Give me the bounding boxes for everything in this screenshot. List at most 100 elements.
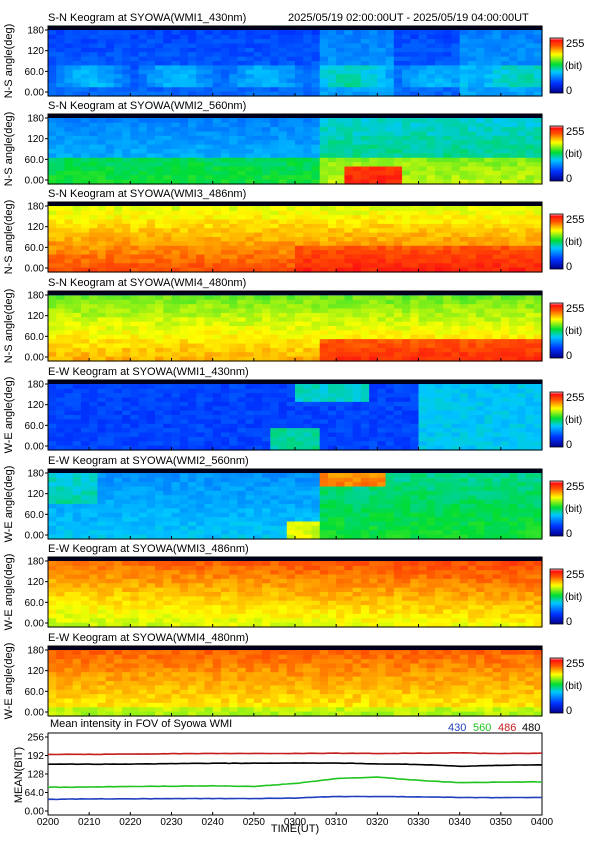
mean-panel-title: Mean intensity in FOV of Syowa WMI	[50, 718, 232, 730]
keogram-title: E-W Keogram at SYOWA(WMI1_430nm)	[48, 366, 249, 378]
y-tick-label: 60.0	[25, 421, 45, 432]
colorbar-max: 255	[566, 38, 584, 50]
x-tick-label: 0340	[449, 817, 472, 828]
keogram-ylabel: N-S angle(deg)	[3, 24, 15, 99]
x-axis-ticks: 0200 0210 0220 0230 0240 0250 0300 0310 0320 0330…	[37, 812, 554, 828]
y-tick-label: 0.00	[25, 531, 45, 542]
y-tick-label: 60.0	[25, 332, 45, 343]
y-tick-label: 60.0	[25, 510, 45, 521]
colorbar-min: 0	[566, 173, 572, 185]
colorbar: 255 (bit) 0	[549, 391, 584, 451]
keogram-title: E-W Keogram at SYOWA(WMI4_480nm)	[48, 632, 249, 644]
colorbar-min: 0	[566, 528, 572, 540]
y-tick-label: 0.00	[25, 708, 45, 719]
keogram-title: S-N Keogram at SYOWA(WMI1_430nm)	[48, 12, 246, 24]
x-tick-label: 0310	[325, 817, 348, 828]
x-tick-label: 0250	[243, 817, 266, 828]
colorbar-unit: (bit)	[565, 61, 582, 72]
colorbar-max: 255	[566, 392, 584, 404]
colorbar: 255 (bit) 0	[549, 568, 584, 628]
keogram-ylabel: W-E angle(deg)	[3, 643, 15, 720]
y-tick-label: 0.00	[25, 442, 45, 453]
colorbar-unit: (bit)	[565, 592, 582, 603]
keogram-ylabel: W-E angle(deg)	[3, 377, 15, 454]
keogram-panel: S-N Keogram at SYOWA(WMI2_560nm) 180 120 60…	[3, 100, 584, 187]
colorbar-max: 255	[566, 658, 584, 670]
colorbar: 255 (bit) 0	[549, 37, 584, 97]
y-tick-label: 120	[27, 134, 44, 145]
x-tick-label: 0200	[37, 817, 60, 828]
colorbar-max: 255	[566, 481, 584, 493]
keogram-ylabel: W-E angle(deg)	[3, 554, 15, 631]
colorbar-min: 0	[566, 705, 572, 717]
legend-486: 486	[498, 722, 516, 734]
keogram-heatmap	[48, 114, 543, 185]
colorbar-min: 0	[566, 616, 572, 628]
legend-430: 430	[448, 722, 466, 734]
keogram-heatmap	[48, 469, 543, 540]
mean-y-tick-label: 192	[27, 751, 44, 762]
keogram-panel: S-N Keogram at SYOWA(WMI3_486nm) 180 120 60…	[3, 188, 584, 275]
y-tick-label: 120	[27, 489, 44, 500]
y-tick-label: 180	[27, 557, 44, 568]
keogram-ylabel: N-S angle(deg)	[3, 200, 15, 275]
keogram-heatmap	[48, 380, 543, 451]
keogram-title: E-W Keogram at SYOWA(WMI2_560nm)	[48, 455, 249, 467]
colorbar-max: 255	[566, 303, 584, 315]
colorbar: 255 (bit) 0	[549, 213, 584, 273]
mean-y-tick-label: 256	[27, 733, 44, 744]
y-tick-label: 60.0	[25, 687, 45, 698]
keogram-panel: E-W Keogram at SYOWA(WMI1_430nm) 180 120 60…	[3, 366, 584, 453]
y-tick-label: 180	[27, 202, 44, 213]
colorbar-min: 0	[566, 439, 572, 451]
colorbar-unit: (bit)	[565, 149, 582, 160]
colorbar-unit: (bit)	[565, 504, 582, 515]
x-tick-label: 0220	[119, 817, 142, 828]
legend-480: 480	[522, 722, 540, 734]
keogram-heatmap	[48, 646, 543, 717]
y-tick-label: 60.0	[25, 67, 45, 78]
mean-series-486	[48, 751, 543, 756]
colorbar-unit: (bit)	[565, 326, 582, 337]
colorbar-min: 0	[566, 261, 572, 273]
y-tick-label: 0.00	[25, 176, 45, 187]
mean-ylabel: MEAN(BIT)	[13, 747, 25, 803]
keogram-heatmap	[48, 202, 543, 273]
time-range-label: 2025/05/19 02:00:00UT - 2025/05/19 04:00…	[288, 12, 529, 24]
keogram-title: E-W Keogram at SYOWA(WMI3_486nm)	[48, 543, 249, 555]
colorbar: 255 (bit) 0	[549, 480, 584, 540]
x-tick-label: 0350	[490, 817, 513, 828]
y-tick-label: 180	[27, 114, 44, 125]
legend-560: 560	[473, 722, 491, 734]
y-tick-label: 0.00	[25, 88, 45, 99]
keogram-heatmap	[48, 26, 543, 97]
y-tick-label: 180	[27, 646, 44, 657]
keogram-panels: S-N Keogram at SYOWA(WMI1_430nm) 180 120 60…	[3, 12, 584, 719]
y-tick-label: 120	[27, 222, 44, 233]
mean-series-430	[47, 795, 543, 801]
colorbar-min: 0	[566, 350, 572, 362]
x-tick-label: 0300	[284, 817, 307, 828]
mean-plot-frame	[47, 732, 543, 816]
y-tick-label: 120	[27, 666, 44, 677]
y-tick-label: 180	[27, 469, 44, 480]
x-tick-label: 0240	[202, 817, 225, 828]
mean-series-lines	[47, 751, 543, 801]
y-tick-label: 180	[27, 380, 44, 391]
colorbar-unit: (bit)	[565, 415, 582, 426]
y-tick-label: 60.0	[25, 243, 45, 254]
colorbar-max: 255	[566, 569, 584, 581]
y-tick-label: 0.00	[25, 619, 45, 630]
colorbar: 255 (bit) 0	[549, 125, 584, 185]
mean-y-tick-label: 128	[27, 770, 44, 781]
keogram-ylabel: N-S angle(deg)	[3, 112, 15, 187]
y-tick-label: 0.00	[25, 264, 45, 275]
keogram-title: S-N Keogram at SYOWA(WMI4_480nm)	[48, 277, 246, 289]
x-tick-label: 0330	[407, 817, 430, 828]
mean-y-tick-label: 64.0	[25, 788, 45, 799]
keogram-panel: E-W Keogram at SYOWA(WMI4_480nm) 180 120 60…	[3, 632, 584, 719]
x-tick-label: 0320	[366, 817, 389, 828]
colorbar-max: 255	[566, 214, 584, 226]
keogram-panel: E-W Keogram at SYOWA(WMI2_560nm) 180 120 60…	[3, 455, 584, 542]
